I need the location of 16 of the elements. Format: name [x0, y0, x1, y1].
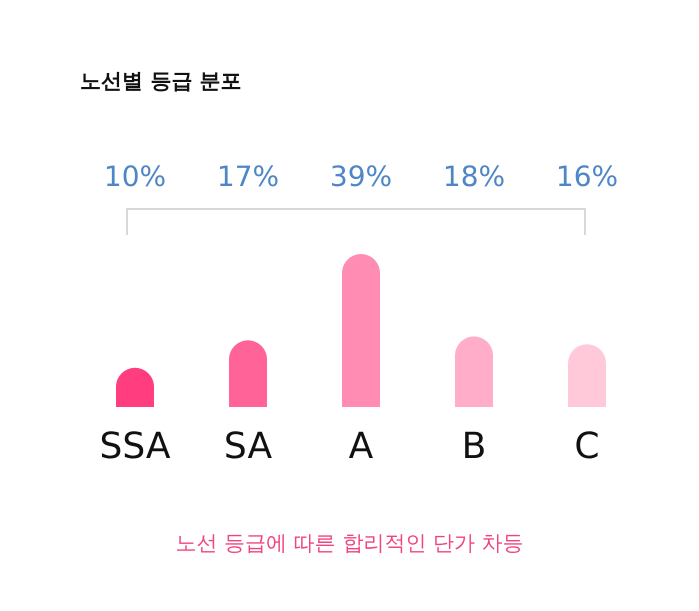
text: 노선 등급에 따른 합리적인 단가 차등 [175, 531, 524, 555]
data-label: 10% [104, 160, 166, 193]
chart-title: 노선별 등급 분포 [80, 69, 242, 93]
data-label: 17% [216, 160, 280, 193]
bar [568, 344, 606, 407]
data-label: 16% [556, 160, 618, 193]
data-label: 18% [442, 160, 506, 193]
x-tick-label: SSA [100, 426, 171, 467]
x-tick-label: B [462, 426, 486, 467]
x-tick-label: A [348, 426, 374, 467]
data-label: 39% [330, 160, 392, 193]
x-tick-label: SA [224, 426, 272, 467]
bar [342, 254, 380, 407]
x-tick-label: C [574, 426, 600, 467]
bar [229, 340, 267, 407]
bar [455, 336, 493, 407]
